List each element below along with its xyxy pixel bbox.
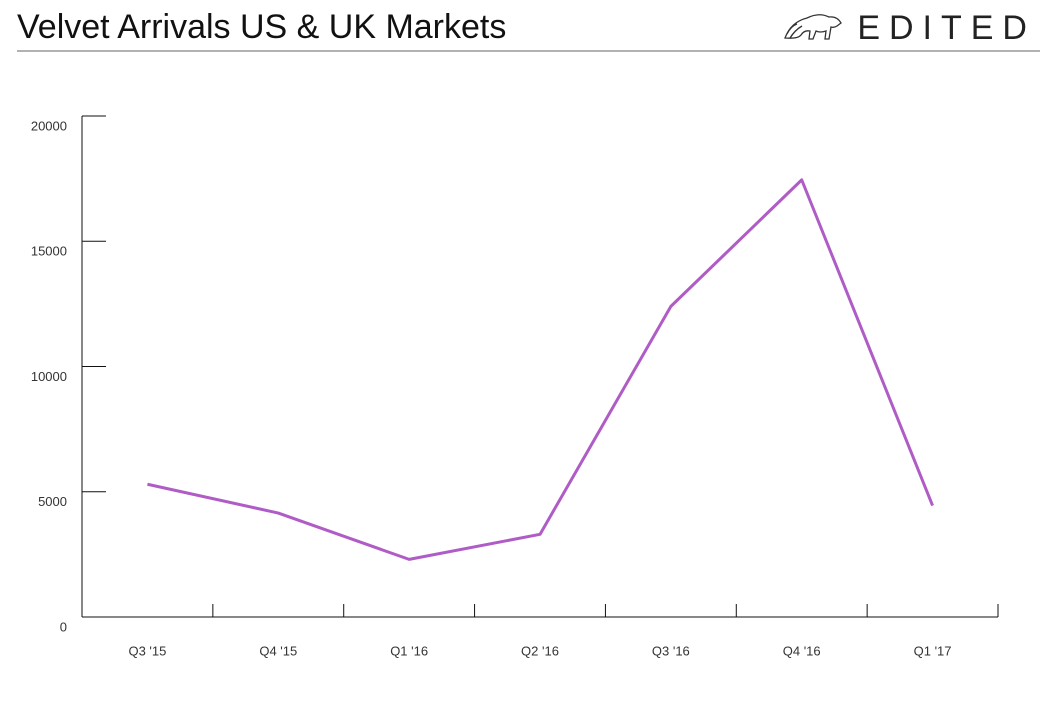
y-tick-label: 20000	[31, 118, 67, 133]
x-tick-label: Q4 '15	[259, 643, 297, 658]
x-tick-label: Q3 '15	[128, 643, 166, 658]
brand-logo-text: EDITED	[857, 9, 1036, 47]
x-tick-label: Q1 '17	[914, 643, 952, 658]
data-line	[147, 178, 934, 561]
x-tick-label: Q2 '16	[521, 643, 559, 658]
brand-logo-icon	[784, 14, 842, 40]
chart-title: Velvet Arrivals US & UK Markets	[17, 8, 506, 46]
y-tick-label: 5000	[38, 494, 67, 509]
y-tick-label: 10000	[31, 369, 67, 384]
y-tick-label: 15000	[31, 244, 67, 259]
x-tick-label: Q3 '16	[652, 643, 690, 658]
x-tick-label: Q4 '16	[783, 643, 821, 658]
y-tick-label: 0	[60, 619, 67, 634]
x-tick-label: Q1 '16	[390, 643, 428, 658]
